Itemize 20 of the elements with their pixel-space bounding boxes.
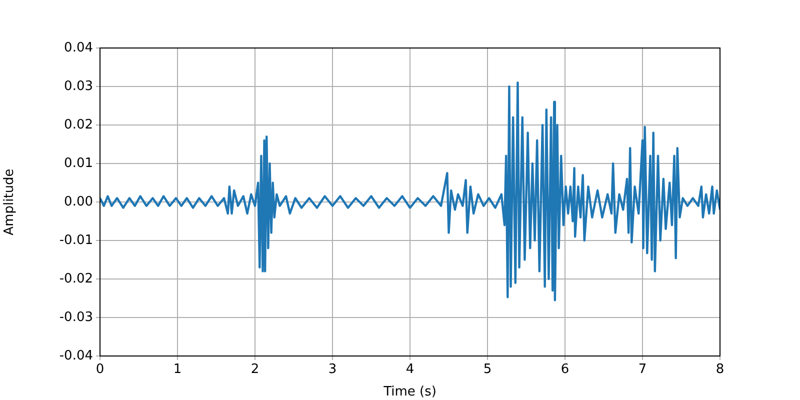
y-tick-label: 0.00: [64, 194, 93, 210]
x-tick-label: 2: [250, 362, 260, 378]
y-tick-label: -0.03: [59, 310, 93, 325]
y-tick-label: 0.01: [64, 156, 93, 171]
x-tick-label: 4: [406, 362, 414, 378]
y-tick-label: 0.03: [64, 78, 93, 94]
x-tick-label: 5: [483, 362, 492, 378]
y-tick-label: -0.04: [59, 348, 93, 364]
y-tick-label: -0.02: [59, 271, 93, 286]
y-tick-label: -0.01: [59, 232, 93, 248]
y-tick-label: 0.02: [64, 117, 93, 132]
x-tick-label: 8: [716, 362, 724, 378]
x-axis-title: Time (s): [382, 384, 436, 400]
y-tick-label: 0.04: [64, 40, 93, 56]
y-axis-title: Amplitude: [2, 168, 18, 236]
x-tick-label: 3: [328, 362, 337, 378]
x-tick-label: 1: [173, 362, 182, 378]
x-tick-label: 7: [638, 362, 647, 378]
x-tick-label: 0: [96, 362, 104, 378]
x-tick-label: 6: [560, 362, 570, 378]
